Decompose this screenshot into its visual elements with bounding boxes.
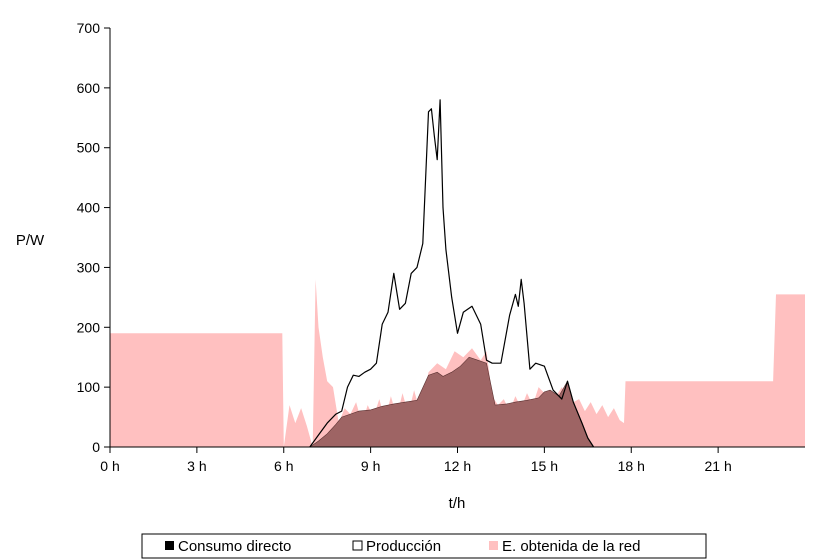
- x-ticks: 0 h 3 h 6 h 9 h 12 h 15 h 18 h 21 h: [100, 447, 732, 474]
- x-tick-label: 18 h: [618, 458, 645, 474]
- legend-swatch-consumo: [165, 541, 174, 550]
- x-axis-title: t/h: [449, 495, 466, 512]
- series-line-produccion: [309, 99, 595, 448]
- x-tick-label: 0 h: [100, 458, 119, 474]
- y-axis-title: P/W: [16, 232, 45, 249]
- legend-label-produccion: Producción: [366, 538, 441, 555]
- series-area-consumo: [308, 356, 595, 448]
- legend-swatch-produccion: [352, 540, 363, 551]
- y-tick-label: 700: [77, 20, 101, 36]
- legend-box: [141, 533, 707, 559]
- series-consumo-layer: [308, 356, 595, 448]
- series-produccion-layer: [309, 99, 595, 448]
- legend-label-consumo: Consumo directo: [178, 538, 291, 555]
- y-tick-label: 200: [77, 319, 101, 335]
- x-tick-label: 9 h: [361, 458, 380, 474]
- legend-label-red: E. obtenida de la red: [502, 538, 640, 555]
- y-tick-label: 400: [77, 200, 101, 216]
- y-tick-label: 500: [77, 140, 101, 156]
- y-tick-label: 600: [77, 80, 101, 96]
- series-area-red: [110, 279, 805, 447]
- x-tick-label: 3 h: [187, 458, 206, 474]
- x-tick-label: 6 h: [274, 458, 293, 474]
- x-tick-label: 12 h: [444, 458, 471, 474]
- y-ticks: 0 100 200 300 400 500 600 700: [77, 20, 110, 455]
- legend: Consumo directo Producción E. obtenida d…: [141, 533, 707, 559]
- series-red-layer: [110, 279, 805, 447]
- x-tick-label: 15 h: [531, 458, 558, 474]
- x-tick-label: 21 h: [705, 458, 732, 474]
- y-tick-label: 0: [92, 439, 100, 455]
- y-tick-label: 100: [77, 379, 101, 395]
- y-tick-label: 300: [77, 259, 101, 275]
- legend-swatch-red: [489, 541, 498, 550]
